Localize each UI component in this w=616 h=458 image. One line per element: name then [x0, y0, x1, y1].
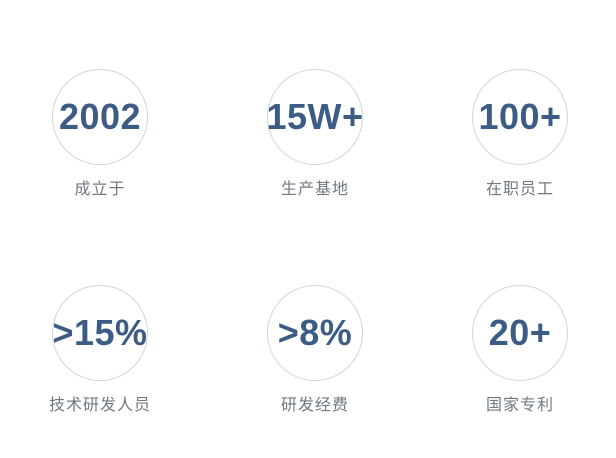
stat-value: 15W+	[266, 96, 364, 137]
stat-label: 技术研发人员	[48, 397, 151, 414]
stat-rd-budget: >8% 研发经费	[230, 285, 400, 414]
stat-national-patents: 20+ 国家专利	[435, 285, 605, 414]
stat-value: 2002	[58, 96, 142, 137]
stat-circle: 100+	[472, 69, 568, 165]
stat-label: 在职员工	[485, 181, 554, 198]
stat-rd-personnel: >15% 技术研发人员	[15, 285, 185, 414]
stat-circle: 2002	[52, 69, 148, 165]
stat-circle: >15%	[52, 285, 148, 381]
stat-value: 20+	[488, 312, 552, 353]
stat-label: 生产基地	[280, 181, 349, 198]
stat-production-base: 15W+ 生产基地	[230, 69, 400, 198]
stat-label: 国家专利	[485, 397, 554, 414]
stat-circle: 20+	[472, 285, 568, 381]
stat-label: 成立于	[74, 181, 126, 198]
stat-value: >15%	[52, 312, 148, 353]
stat-employees: 100+ 在职员工	[435, 69, 605, 198]
stat-label: 研发经费	[280, 397, 349, 414]
stat-value: 100+	[478, 96, 562, 137]
stat-circle: >8%	[267, 285, 363, 381]
stat-founded-year: 2002 成立于	[15, 69, 185, 198]
stat-circle: 15W+	[266, 69, 364, 165]
stat-value: >8%	[277, 312, 353, 353]
